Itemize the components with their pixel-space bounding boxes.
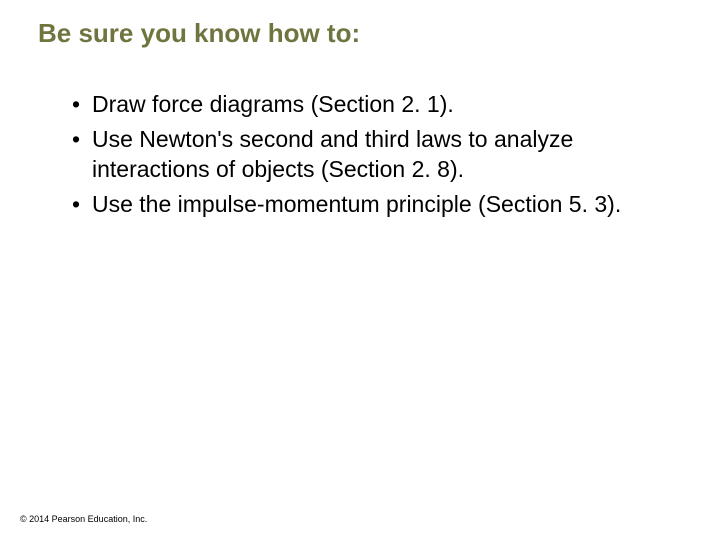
slide: Be sure you know how to: • Draw force di… (0, 0, 720, 540)
bullet-text: Use Newton's second and third laws to an… (92, 125, 664, 184)
list-item: • Use the impulse-momentum principle (Se… (72, 190, 664, 219)
bullet-icon: • (72, 190, 92, 219)
slide-title: Be sure you know how to: (38, 18, 360, 49)
copyright-text: © 2014 Pearson Education, Inc. (20, 514, 147, 524)
bullet-icon: • (72, 90, 92, 119)
bullet-text: Draw force diagrams (Section 2. 1). (92, 90, 664, 119)
list-item: • Use Newton's second and third laws to … (72, 125, 664, 184)
bullet-list: • Draw force diagrams (Section 2. 1). • … (72, 90, 664, 226)
bullet-text: Use the impulse-momentum principle (Sect… (92, 190, 664, 219)
list-item: • Draw force diagrams (Section 2. 1). (72, 90, 664, 119)
bullet-icon: • (72, 125, 92, 184)
